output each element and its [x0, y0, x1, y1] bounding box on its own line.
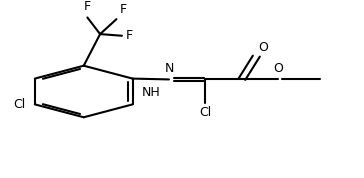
Text: F: F [84, 0, 91, 13]
Text: F: F [126, 29, 133, 42]
Text: F: F [120, 3, 127, 16]
Text: NH: NH [141, 86, 160, 99]
Text: N: N [164, 62, 174, 75]
Text: Cl: Cl [13, 98, 26, 111]
Text: O: O [273, 62, 283, 75]
Text: Cl: Cl [199, 106, 211, 119]
Text: O: O [258, 41, 268, 54]
